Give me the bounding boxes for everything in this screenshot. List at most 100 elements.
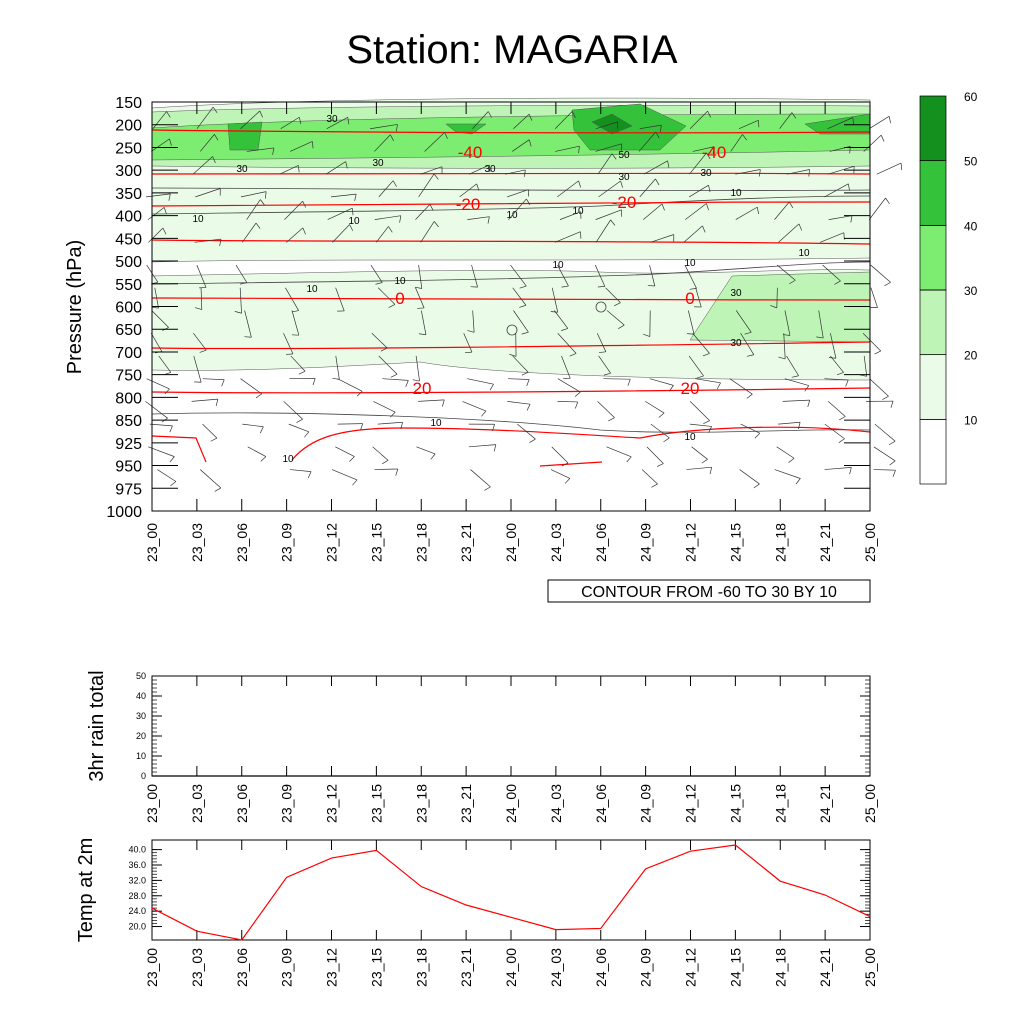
wind-barb-flag <box>354 194 357 202</box>
pressure-tick-label: 800 <box>115 390 142 407</box>
wind-contour-label-14: 10 <box>798 248 810 259</box>
wind-barb <box>774 201 790 220</box>
wind-barb <box>378 180 394 198</box>
wind-barb-flag <box>696 375 704 379</box>
wind-barb <box>246 147 275 152</box>
temperature-contour-line-9 <box>539 461 603 467</box>
wind-barb-flag <box>807 400 811 407</box>
wind-barb-flag <box>655 178 660 186</box>
wind-barb-flag <box>412 379 420 382</box>
wind-barb <box>337 378 363 392</box>
wind-barb <box>235 264 248 283</box>
wind-barb <box>199 469 222 489</box>
wind-barb-flag <box>298 117 302 125</box>
wind-barb <box>507 189 529 198</box>
wind-barb-flag <box>613 302 621 307</box>
wind-barb <box>416 446 436 455</box>
wind-barb <box>559 211 581 220</box>
wind-barb <box>606 446 632 458</box>
wind-barb-flag <box>839 416 846 421</box>
x-tick-label: 24_18 <box>772 948 788 987</box>
wind-barb-flag <box>746 354 754 357</box>
wind-barb-flag <box>259 110 263 118</box>
wind-barb <box>738 119 759 130</box>
wind-barb <box>645 401 665 414</box>
wind-barb <box>828 215 853 220</box>
wind-barb-flag <box>716 382 721 390</box>
wind-barb <box>828 401 846 417</box>
wind-barb-flag <box>836 372 844 376</box>
wind-barb <box>420 221 435 243</box>
wind-barb <box>596 333 607 352</box>
wind-contour-label-9: 10 <box>348 216 360 227</box>
x-tick-label: 25_00 <box>862 948 878 987</box>
wind-barb-flag <box>388 226 393 233</box>
wind-barb <box>740 423 760 434</box>
wind-barb <box>822 264 841 282</box>
wind-barb <box>158 355 172 373</box>
wind-barb-flag <box>302 201 307 208</box>
wind-barb <box>830 355 844 373</box>
wind-barb <box>325 161 346 175</box>
wind-barb <box>240 110 261 129</box>
wind-barb-flag <box>169 138 172 146</box>
temperature-contour-label-4: 0 <box>395 289 404 308</box>
y-tick-label: 10 <box>136 751 146 761</box>
contour-note: CONTOUR FROM -60 TO 30 BY 10 <box>581 584 837 601</box>
wind-barb-flag <box>417 307 425 309</box>
wind-barb <box>824 467 852 470</box>
wind-barb-flag <box>708 426 712 433</box>
wind-barb <box>786 355 799 376</box>
time-tick-label: 24_21 <box>817 523 833 562</box>
colorbar-swatch <box>919 354 947 420</box>
wind-barb <box>146 378 170 390</box>
wind-barb-flag <box>661 203 665 211</box>
pressure-tick-label: 950 <box>115 459 142 476</box>
wind-barb <box>650 423 670 439</box>
wind-barb-flag <box>395 124 398 132</box>
pressure-tick-label: 650 <box>115 322 142 339</box>
wind-barb-flag <box>852 117 854 125</box>
wind-contour-label-11: 10 <box>572 206 584 217</box>
wind-barb <box>471 264 478 288</box>
wind-barb-flag <box>798 422 801 430</box>
wind-barb-flag <box>659 125 662 133</box>
wind-barb <box>818 310 824 339</box>
wind-barb <box>507 401 531 405</box>
wind-barb <box>776 287 778 308</box>
temp-plot: 20.0 24.0 28.0 32.0 36.0 40.0 23_00 23_03 23_06 2… <box>75 838 878 987</box>
time-tick-label: 24_18 <box>772 523 788 562</box>
wind-barb <box>335 446 355 457</box>
wind-barb-flag <box>571 111 576 118</box>
wind-barb-flag <box>418 333 426 336</box>
time-tick-label: 23_12 <box>324 523 340 562</box>
wind-barb-flag <box>488 165 491 173</box>
time-tick-label: 23_15 <box>368 523 384 562</box>
plot-frame <box>151 839 871 941</box>
wind-barb <box>247 446 267 457</box>
wind-barb <box>196 264 207 288</box>
wind-barb <box>470 469 491 488</box>
colorbar: 10 20 30 40 50 60 <box>919 90 978 485</box>
wind-barb <box>290 355 306 372</box>
wind-barb-flag <box>169 425 173 433</box>
wind-barb-flag <box>788 457 795 463</box>
wind-barb <box>643 203 663 220</box>
wind-barb <box>378 355 398 375</box>
wind-barb <box>824 423 845 440</box>
wind-contour-label-15: 10 <box>394 276 406 287</box>
wind-barb-flag <box>709 467 713 475</box>
wind-barb <box>779 112 793 129</box>
wind-barb-flag <box>804 385 810 392</box>
wind-barb <box>774 469 801 479</box>
wind-barb-flag <box>795 478 801 485</box>
y-tick-label: 40.0 <box>128 845 146 855</box>
time-tick-label: 24_12 <box>683 523 699 562</box>
wind-barb-flag <box>414 286 422 289</box>
wind-barb <box>468 444 496 448</box>
y-tick-label: 50 <box>136 671 146 681</box>
wind-barb-flag <box>578 180 582 188</box>
time-tick-label: 23_09 <box>279 523 295 562</box>
wind-barb-flag <box>260 199 265 206</box>
wind-barb-flag <box>561 328 568 331</box>
